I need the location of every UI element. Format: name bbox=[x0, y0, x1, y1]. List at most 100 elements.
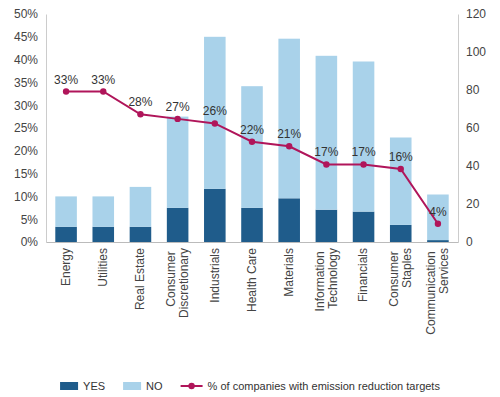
data-label: 33% bbox=[91, 73, 115, 87]
legend-swatch bbox=[123, 382, 141, 390]
bar bbox=[353, 212, 375, 242]
marker bbox=[323, 161, 329, 167]
bar bbox=[167, 208, 189, 242]
y-axis: 0%5%10%15%20%25%30%35%40%45%50% bbox=[14, 7, 47, 249]
tick: 50% bbox=[14, 7, 46, 21]
bar bbox=[130, 187, 152, 227]
tick: Consumer Discretionary bbox=[164, 242, 191, 318]
tick-label: 10% bbox=[14, 190, 38, 204]
data-label: 21% bbox=[277, 127, 301, 141]
tick: 20 bbox=[458, 197, 480, 211]
y2-axis: 0 20 40 60 80 100 120 bbox=[458, 7, 486, 249]
tick: Utilities bbox=[96, 242, 110, 287]
marker bbox=[249, 138, 255, 144]
tick-label: 0% bbox=[21, 235, 39, 249]
bar bbox=[55, 227, 77, 242]
bar bbox=[241, 208, 263, 242]
bar-series bbox=[55, 37, 448, 240]
bar bbox=[278, 39, 300, 199]
tick-label: Information Technology bbox=[313, 248, 340, 311]
tick-label: 30% bbox=[14, 99, 38, 113]
tick-label: 35% bbox=[14, 76, 38, 90]
data-label: 33% bbox=[54, 73, 78, 87]
tick-label: 20 bbox=[466, 197, 480, 211]
tick-label: Consumer Staples bbox=[387, 248, 414, 307]
marker bbox=[360, 161, 366, 167]
chart: 33%33%28%27%26%22%21%17%17%16%4%0%5%10%1… bbox=[0, 0, 500, 397]
tick-label: 45% bbox=[14, 30, 38, 44]
marker bbox=[137, 111, 143, 117]
tick-label: 25% bbox=[14, 121, 38, 135]
line bbox=[66, 92, 438, 224]
tick-label: 120 bbox=[466, 7, 486, 21]
tick: 60 bbox=[458, 121, 480, 135]
tick: 25% bbox=[14, 121, 46, 135]
bar bbox=[241, 86, 263, 208]
marks bbox=[55, 37, 448, 242]
axis-line bbox=[458, 15, 459, 243]
tick: Health Care bbox=[245, 242, 259, 312]
tick: Information Technology bbox=[313, 242, 340, 311]
bar bbox=[353, 62, 375, 212]
tick: 0% bbox=[21, 235, 46, 249]
bar bbox=[130, 227, 152, 242]
marker bbox=[174, 116, 180, 122]
bar bbox=[92, 227, 114, 242]
data-label: 22% bbox=[240, 123, 264, 137]
marker bbox=[398, 166, 404, 172]
marker bbox=[435, 221, 441, 227]
tick: 120 bbox=[458, 7, 486, 21]
tick: Financials bbox=[356, 242, 370, 302]
tick: 40 bbox=[458, 159, 480, 173]
tick-label: Industrials bbox=[208, 248, 222, 303]
axis-line bbox=[46, 15, 47, 243]
bar bbox=[167, 117, 189, 208]
data-label: 16% bbox=[389, 150, 413, 164]
data-labels: 33%33%28%27%26%22%21%17%17%16%4% bbox=[54, 73, 447, 219]
data-label: 4% bbox=[429, 205, 447, 219]
tick: 100 bbox=[458, 45, 486, 59]
legend-marker bbox=[188, 383, 194, 389]
data-label: 27% bbox=[166, 100, 190, 114]
tick-label: Materials bbox=[282, 248, 296, 297]
tick-label: Real Estate bbox=[133, 248, 147, 310]
bar bbox=[427, 195, 449, 241]
bar bbox=[92, 196, 114, 226]
tick-label: 50% bbox=[14, 7, 38, 21]
tick: Materials bbox=[282, 242, 296, 297]
data-label: 17% bbox=[314, 145, 338, 159]
tick: Energy bbox=[59, 242, 73, 286]
tick: 15% bbox=[14, 167, 46, 181]
bar bbox=[316, 210, 338, 242]
legend-label: NO bbox=[146, 380, 163, 392]
tick: 0 bbox=[458, 235, 473, 249]
tick-label: Energy bbox=[59, 248, 73, 286]
marker bbox=[63, 88, 69, 94]
tick-label: 40 bbox=[466, 159, 480, 173]
bar bbox=[390, 225, 412, 242]
tick: Real Estate bbox=[133, 242, 147, 310]
tick: Industrials bbox=[208, 242, 222, 303]
tick: Consumer Staples bbox=[387, 242, 414, 307]
legend-item: % of companies with emission reduction t… bbox=[181, 380, 441, 392]
x-axis: Energy Utilities Real Estate Consumer Discr… bbox=[47, 242, 459, 335]
axis-line bbox=[47, 242, 459, 243]
tick-label: 80 bbox=[466, 83, 480, 97]
data-label: 17% bbox=[352, 145, 376, 159]
legend-label: YES bbox=[83, 380, 105, 392]
tick-label: 40% bbox=[14, 53, 38, 67]
tick: 80 bbox=[458, 83, 480, 97]
bar bbox=[204, 189, 226, 242]
legend-item: YES bbox=[60, 380, 105, 392]
data-label: 28% bbox=[128, 95, 152, 109]
tick-label: 60 bbox=[466, 121, 480, 135]
bar bbox=[316, 56, 338, 210]
marker bbox=[100, 88, 106, 94]
bar bbox=[55, 196, 77, 226]
tick: 35% bbox=[14, 76, 46, 90]
tick-label: 5% bbox=[21, 213, 39, 227]
tick: 45% bbox=[14, 30, 46, 44]
tick-label: 0 bbox=[466, 235, 473, 249]
legend-label: % of companies with emission reduction t… bbox=[208, 380, 441, 392]
tick-label: Health Care bbox=[245, 248, 259, 312]
